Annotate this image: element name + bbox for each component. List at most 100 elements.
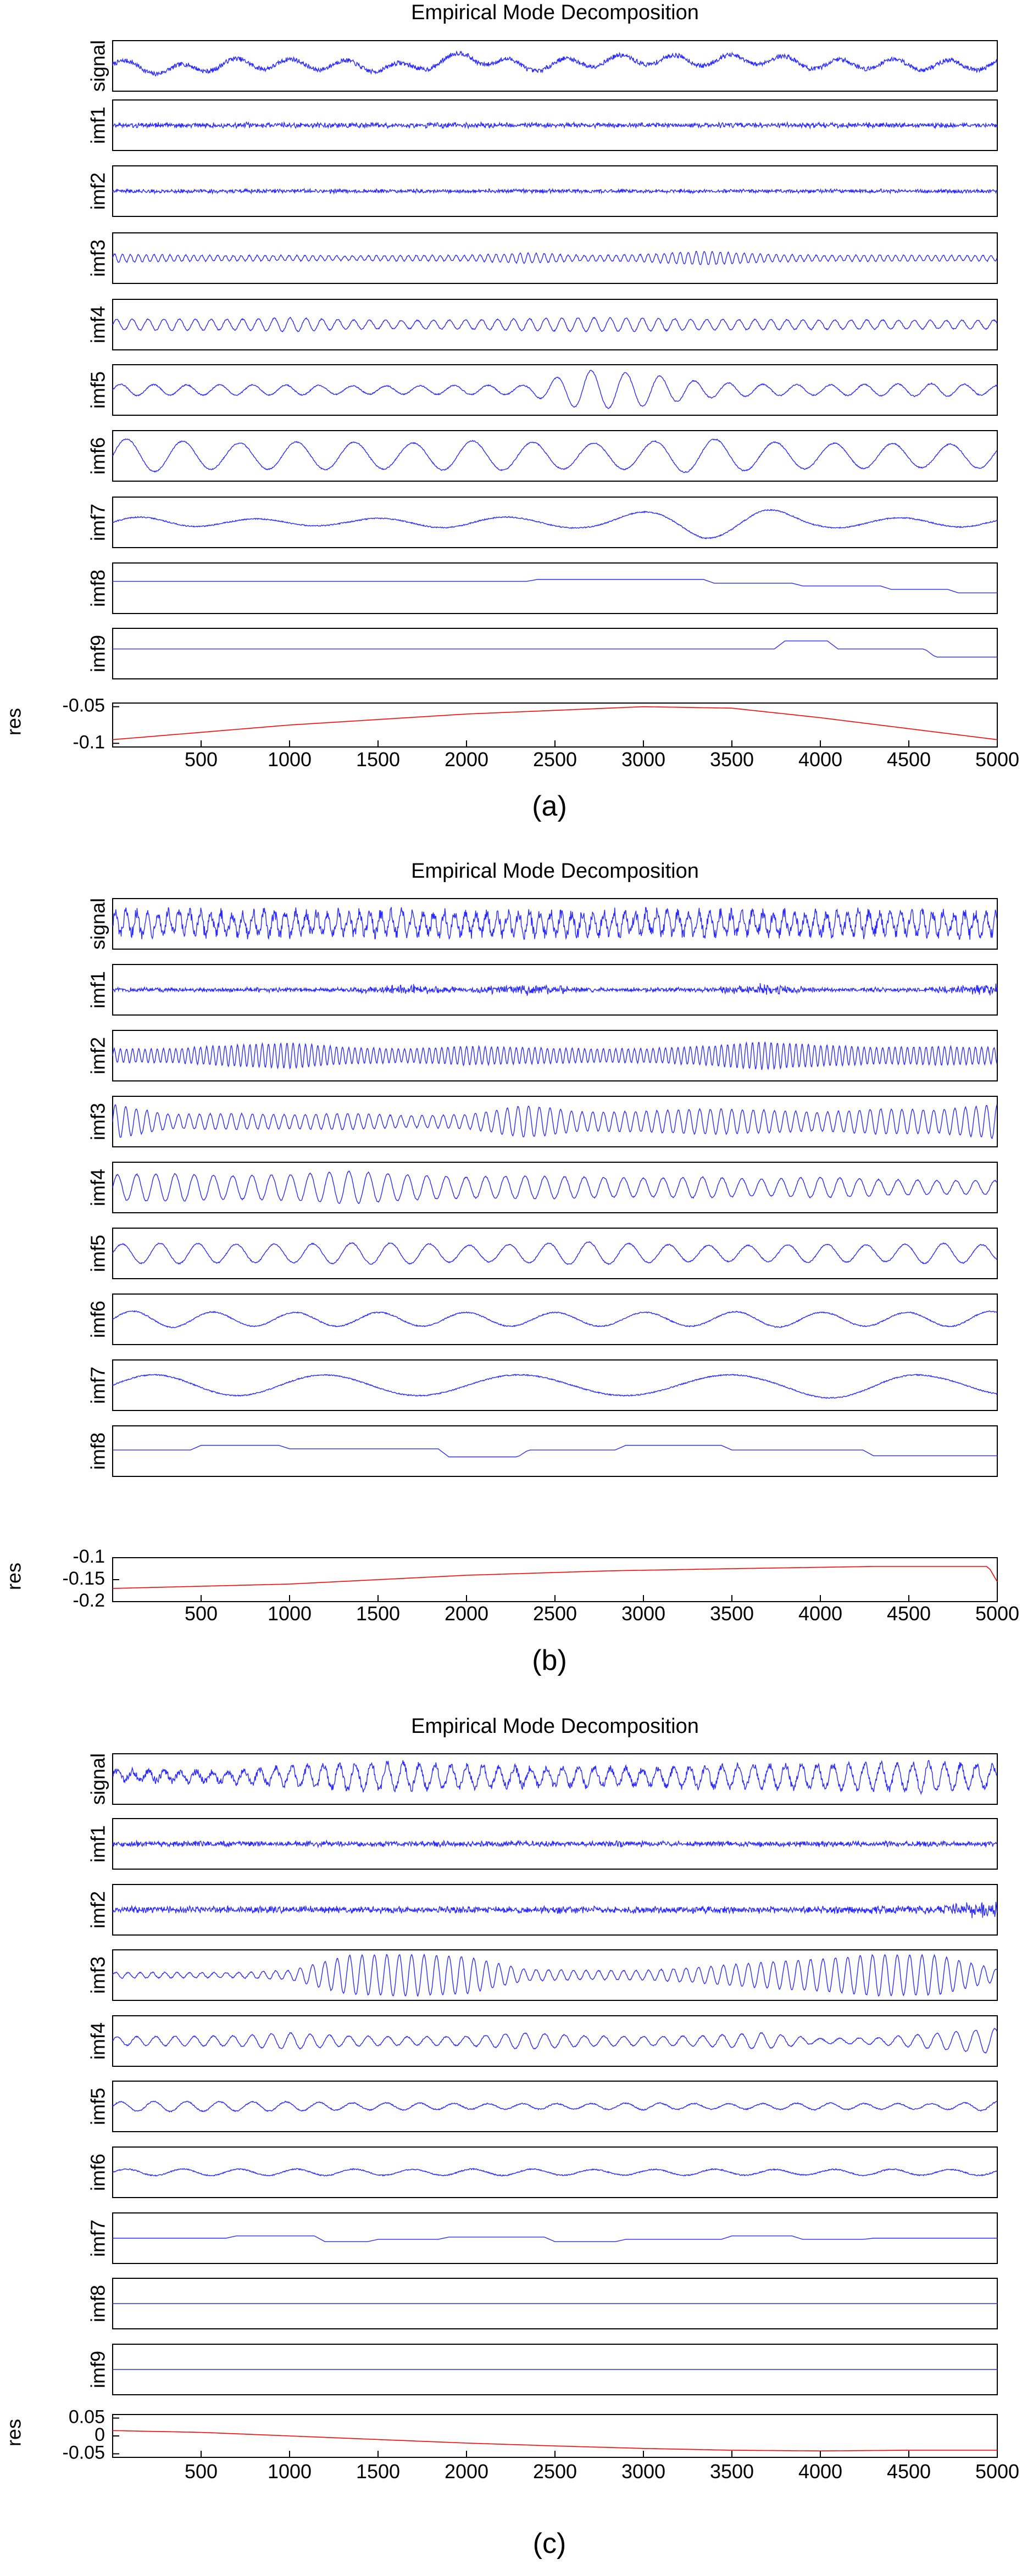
panel-imf6: imf6 — [87, 2146, 998, 2198]
panel-frame — [112, 628, 998, 679]
trace-imf5 — [112, 370, 998, 409]
trace-imf4 — [112, 2028, 998, 2054]
trace-imf9 — [113, 640, 997, 657]
x-tick-label: 2500 — [533, 1602, 577, 1625]
x-tick-label: 500 — [185, 748, 218, 771]
y-tick-label: -0.1 — [73, 1546, 105, 1567]
panel-imf3: imf3 — [87, 1949, 998, 2001]
panel-imf2: imf2 — [87, 1884, 998, 1936]
trace-imf3 — [112, 250, 998, 265]
x-tick-label: 1500 — [356, 748, 400, 771]
panel-imf3: imf3 — [87, 232, 998, 284]
y-tick-label: -0.05 — [63, 695, 105, 716]
x-tick-label: 2000 — [445, 2460, 488, 2483]
panel-frame — [112, 2212, 998, 2264]
x-tick-label: 1000 — [268, 748, 312, 771]
series-label-imf8: imf8 — [87, 2285, 109, 2322]
panel-res: res -0.1-0.15-0.2 500 1000 1500 2000 2500 3000 3… — [3, 1546, 1020, 1625]
trace-imf3 — [112, 1104, 998, 1139]
series-label-signal: signal — [87, 898, 109, 950]
panel-frame — [112, 364, 998, 416]
x-tick-label: 2500 — [533, 748, 577, 771]
panel-imf5: imf5 — [87, 364, 998, 416]
panel-frame — [112, 299, 998, 350]
panel-frame — [112, 1753, 998, 1805]
panel-res: res -0.05 -0.1 500 1000 1500 2000 2500 3000 3500 4… — [3, 695, 1020, 771]
series-label-imf1: imf1 — [87, 971, 109, 1008]
panel-frame — [112, 1425, 998, 1477]
series-label-imf7: imf7 — [87, 1367, 109, 1404]
panel-imf8: imf8 — [87, 1425, 998, 1477]
series-label-imf6: imf6 — [87, 2154, 109, 2191]
series-label-imf4: imf4 — [87, 306, 109, 343]
x-tick-label: 2500 — [533, 2460, 577, 2483]
x-tick-label: 1500 — [356, 2460, 400, 2483]
panel-imf8: imf8 — [87, 2278, 998, 2329]
x-tick-label: 3000 — [621, 1602, 665, 1625]
trace-imf2 — [112, 187, 997, 195]
x-tick-label: 4500 — [887, 1602, 931, 1625]
trace-imf7 — [112, 509, 997, 540]
x-tick-label: 4000 — [798, 2460, 842, 2483]
panel-frame — [112, 1096, 998, 1147]
panel-res: res 0.050-0.05 500 1000 1500 2000 2500 3000 3500… — [3, 2406, 1020, 2483]
series-label-imf5: imf5 — [87, 2088, 109, 2125]
panel-frame — [112, 497, 998, 548]
y-tick-label: -0.1 — [73, 732, 105, 752]
y-tick-label: -0.15 — [63, 1568, 105, 1589]
x-tick-label: 5000 — [975, 748, 1019, 771]
x-tick-label: 1500 — [356, 1602, 400, 1625]
y-tick-label: -0.2 — [73, 1590, 105, 1611]
panel-frame — [112, 562, 998, 614]
panel-imf1: imf1 — [87, 99, 998, 151]
panel-frame — [112, 1293, 998, 1345]
emd-chart-a: Empirical Mode Decomposition signal imf1 im… — [3, 1, 1020, 822]
series-label-imf2: imf2 — [87, 1891, 109, 1928]
x-tick-label: 500 — [185, 2460, 218, 2483]
panel-imf1: imf1 — [87, 1818, 998, 1870]
series-label-imf8: imf8 — [87, 1432, 109, 1470]
x-tick-label: 2000 — [445, 748, 488, 771]
panel-imf6: imf6 — [87, 430, 998, 482]
panel-imf7: imf7 — [87, 497, 998, 548]
panel-frame — [112, 40, 998, 92]
series-label-res: res — [3, 2419, 25, 2446]
x-tick-label: 5000 — [975, 2460, 1019, 2483]
chart-title: Empirical Mode Decomposition — [411, 860, 699, 883]
trace-imf6 — [112, 2168, 997, 2177]
trace-imf7 — [113, 2235, 997, 2242]
panel-caption: (a) — [532, 790, 567, 822]
trace-imf5 — [112, 2100, 997, 2113]
trace-imf3 — [112, 1953, 997, 1997]
y-tick-label: 0 — [95, 2424, 105, 2445]
series-label-signal: signal — [87, 1753, 109, 1805]
x-tick-label: 3500 — [710, 2460, 754, 2483]
panel-imf7: imf7 — [87, 1359, 998, 1411]
panel-imf5: imf5 — [87, 2081, 998, 2132]
panel-imf4: imf4 — [87, 299, 998, 350]
emd-chart-c: Empirical Mode Decomposition signal imf1 im… — [3, 1715, 1020, 2560]
trace-imf1 — [112, 1839, 997, 1849]
series-label-imf7: imf7 — [87, 2220, 109, 2257]
trace-imf4 — [112, 1170, 997, 1204]
panel-frame — [112, 2414, 998, 2458]
trace-imf5 — [112, 1241, 997, 1265]
emd-chart-b: Empirical Mode Decomposition signal imf1 im… — [3, 860, 1020, 1676]
panel-imf5: imf5 — [87, 1228, 998, 1279]
x-tick-label: 500 — [185, 1602, 218, 1625]
chart-title: Empirical Mode Decomposition — [411, 1715, 699, 1738]
panel-imf9: imf9 — [87, 628, 998, 679]
x-tick-label: 3500 — [710, 1602, 754, 1625]
trace-imf7 — [112, 1374, 998, 1399]
series-label-imf9: imf9 — [87, 635, 109, 672]
panel-caption: (b) — [532, 1644, 567, 1676]
trace-imf8 — [113, 579, 997, 594]
trace-imf2 — [112, 1041, 998, 1070]
series-label-imf8: imf8 — [87, 570, 109, 607]
panel-signal: signal — [87, 1753, 998, 1805]
series-label-imf2: imf2 — [87, 1037, 109, 1074]
trace-res — [112, 2430, 997, 2452]
x-tick-label: 3000 — [621, 748, 665, 771]
series-label-res: res — [3, 1563, 25, 1590]
y-tick-label: -0.05 — [63, 2442, 105, 2463]
